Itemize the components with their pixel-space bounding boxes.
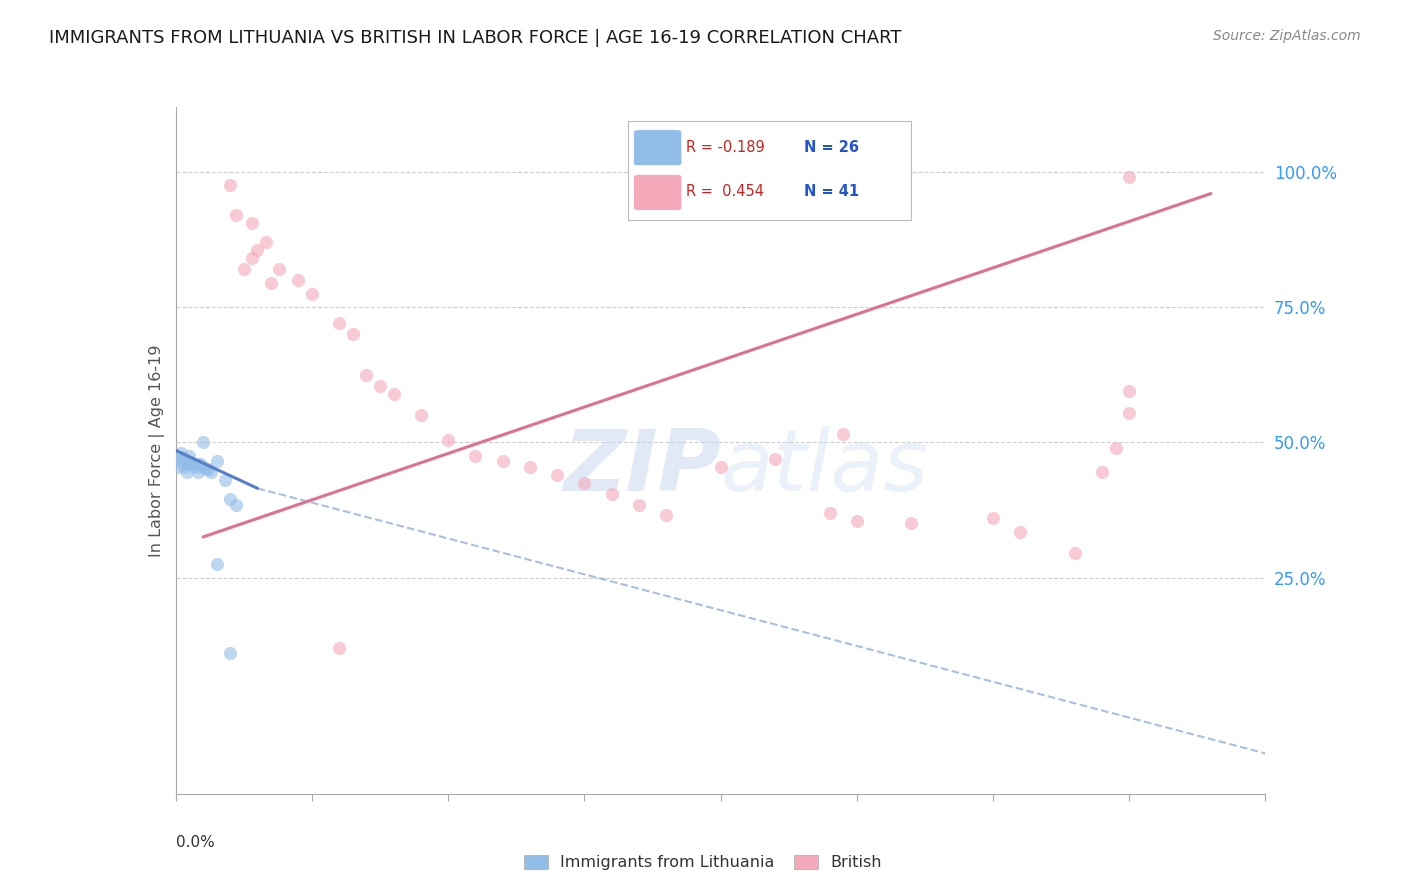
Point xyxy=(232,262,254,277)
Point xyxy=(188,457,211,471)
Point xyxy=(546,467,568,482)
Point xyxy=(409,409,432,423)
Point xyxy=(179,449,201,463)
Point xyxy=(260,276,283,290)
Point xyxy=(763,451,786,466)
Point xyxy=(356,368,378,382)
Point xyxy=(287,273,309,287)
Point xyxy=(254,235,277,250)
Point xyxy=(900,516,922,531)
Point xyxy=(845,514,868,528)
Point xyxy=(342,327,364,342)
Point xyxy=(184,459,207,474)
Point xyxy=(197,462,219,476)
Point xyxy=(176,457,198,471)
Point xyxy=(269,262,291,277)
Point xyxy=(492,454,515,468)
Point xyxy=(219,492,242,507)
Point xyxy=(173,451,195,466)
Point xyxy=(205,557,228,571)
Point xyxy=(167,459,190,474)
Text: atlas: atlas xyxy=(721,426,928,509)
Point xyxy=(200,465,222,479)
Text: 0.0%: 0.0% xyxy=(176,835,215,850)
Point xyxy=(176,465,198,479)
Point xyxy=(246,244,269,258)
Text: Source: ZipAtlas.com: Source: ZipAtlas.com xyxy=(1213,29,1361,43)
Point xyxy=(655,508,678,523)
Point xyxy=(205,454,228,468)
Point xyxy=(1091,465,1114,479)
Point xyxy=(382,386,405,401)
Point xyxy=(181,457,204,471)
Point xyxy=(191,459,214,474)
Point xyxy=(179,454,201,468)
Point xyxy=(225,208,247,222)
Point xyxy=(1010,524,1032,539)
Point xyxy=(214,473,236,487)
Point xyxy=(301,286,323,301)
Point xyxy=(437,433,460,447)
Point xyxy=(464,449,486,463)
Point xyxy=(219,178,242,193)
Point xyxy=(832,427,855,442)
Point xyxy=(1063,546,1085,560)
Point xyxy=(186,457,209,471)
Point xyxy=(1118,406,1140,420)
Point xyxy=(981,511,1004,525)
Point xyxy=(1104,441,1126,455)
Point xyxy=(194,462,217,476)
Point xyxy=(368,378,391,392)
Point xyxy=(170,454,193,468)
Point xyxy=(170,446,193,460)
Point xyxy=(328,317,350,331)
Point xyxy=(519,459,541,474)
Point xyxy=(173,459,195,474)
Point xyxy=(186,465,209,479)
Legend: Immigrants from Lithuania, British: Immigrants from Lithuania, British xyxy=(517,848,889,877)
Point xyxy=(191,435,214,450)
Point xyxy=(1118,170,1140,185)
Point xyxy=(600,487,623,501)
Point xyxy=(240,216,263,230)
Point xyxy=(167,449,190,463)
Y-axis label: In Labor Force | Age 16-19: In Labor Force | Age 16-19 xyxy=(149,344,165,557)
Point xyxy=(219,646,242,660)
Point xyxy=(225,498,247,512)
Point xyxy=(818,506,841,520)
Point xyxy=(710,459,733,474)
Point xyxy=(328,640,350,655)
Point xyxy=(627,498,650,512)
Text: ZIP: ZIP xyxy=(562,426,721,509)
Point xyxy=(1118,384,1140,398)
Point xyxy=(574,475,596,490)
Text: IMMIGRANTS FROM LITHUANIA VS BRITISH IN LABOR FORCE | AGE 16-19 CORRELATION CHAR: IMMIGRANTS FROM LITHUANIA VS BRITISH IN … xyxy=(49,29,901,46)
Point xyxy=(240,252,263,266)
